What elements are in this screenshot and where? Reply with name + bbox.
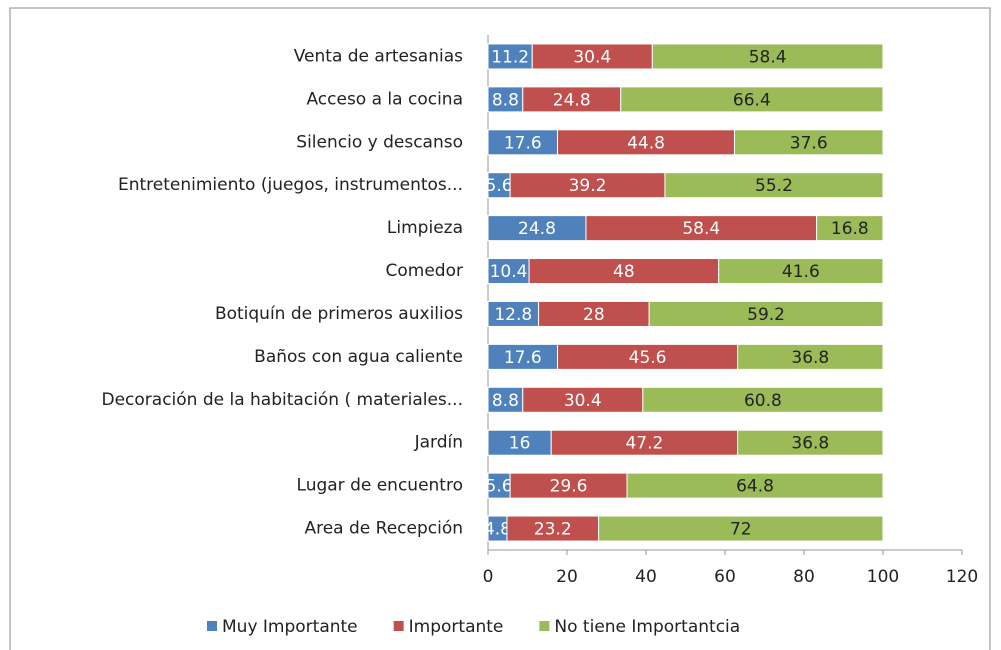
legend-label: Importante [409,617,504,637]
bar-segment [487,300,540,327]
y-tick-label: Lugar de encuentro [297,476,463,496]
legend-label: No tiene Importantcia [554,617,740,637]
x-tick-label: 80 [793,567,815,587]
data-label: 23.2 [534,520,572,540]
y-tick-label: Comedor [386,261,463,281]
bar-segment [620,86,884,113]
data-label: 36.8 [791,434,829,454]
data-label: 30.4 [564,391,602,411]
bar-segment [626,472,884,499]
bar-segment [487,386,524,413]
data-label: 59.2 [747,305,785,325]
legend-swatch [393,621,404,631]
data-label: 41.6 [782,262,820,282]
data-label: 16.8 [831,219,869,239]
data-label: 48 [613,262,635,282]
bar-segment [557,129,735,156]
y-tick-label: Venta de artesanias [294,46,463,66]
data-label: 36.8 [791,348,829,368]
x-tick-label: 40 [635,567,657,587]
bar-segment [585,215,818,242]
x-tick-label: 0 [483,567,494,587]
data-label: 10.4 [490,262,528,282]
bar-segment [718,258,884,285]
bar-segment [531,43,653,70]
bar-segment [509,172,666,199]
data-label: 24.8 [553,90,591,110]
bar-segment [816,215,884,242]
data-label: 8.8 [492,90,519,110]
x-tick-label: 60 [714,567,736,587]
data-label: 64.8 [736,477,774,497]
y-tick-label: Jardín [414,433,463,453]
data-label: 47.2 [625,434,663,454]
bar-segment [642,386,884,413]
bar-segment [664,172,884,199]
data-label: 5.6 [486,477,513,497]
y-tick-label: Area de Recepción [304,519,463,539]
y-tick-label: Entretenimiento (juegos, instrumentos... [118,175,463,195]
data-label: 30.4 [573,47,611,67]
chart-frame [9,7,991,650]
data-label: 29.6 [550,477,588,497]
data-label: 12.8 [494,305,532,325]
y-tick-label: Acceso a la cocina [306,89,463,109]
data-label: 5.6 [486,176,513,196]
data-label: 17.6 [504,348,542,368]
legend-swatch [207,621,217,631]
data-label: 39.2 [569,176,607,196]
data-label: 24.8 [518,219,556,239]
bar-segment [733,129,884,156]
bar-segment [557,343,739,370]
bar-segment [487,86,524,113]
data-label: 4.8 [484,520,511,540]
bar-segment [538,300,650,327]
bar-segment [651,43,884,70]
bar-segment [598,515,884,542]
data-label: 28 [583,305,605,325]
bar-segment [737,429,884,456]
y-tick-label: Silencio y descanso [296,132,463,152]
data-label: 17.6 [504,133,542,153]
bar-segment [648,300,884,327]
y-tick-label: Decoración de la habitación ( materiales… [101,390,463,410]
data-label: 11.2 [491,47,529,67]
data-label: 8.8 [492,391,519,411]
bar-segment [550,429,739,456]
data-label: 60.8 [744,391,782,411]
y-tick-label: Botiquín de primeros auxilios [215,304,463,324]
bar-segment [509,472,628,499]
legend-label: Muy Importante [222,617,358,637]
x-tick-label: 120 [946,567,978,587]
bar-segment [737,343,884,370]
data-label: 16 [509,434,531,454]
y-tick-label: Limpieza [387,218,463,238]
data-label: 45.6 [629,348,667,368]
y-tick-label: Baños con agua caliente [254,347,463,367]
bar-segment [522,386,644,413]
data-label: 58.4 [682,219,720,239]
legend-swatch [539,621,550,631]
data-label: 44.8 [627,133,665,153]
data-label: 66.4 [733,90,771,110]
x-tick-label: 100 [867,567,899,587]
data-label: 58.4 [749,47,787,67]
data-label: 37.6 [790,133,828,153]
data-label: 72 [730,520,752,540]
bar-segment [487,129,559,156]
bar-segment [528,258,720,285]
data-label: 55.2 [755,176,793,196]
bar-segment [522,86,622,113]
x-tick-label: 20 [556,567,578,587]
